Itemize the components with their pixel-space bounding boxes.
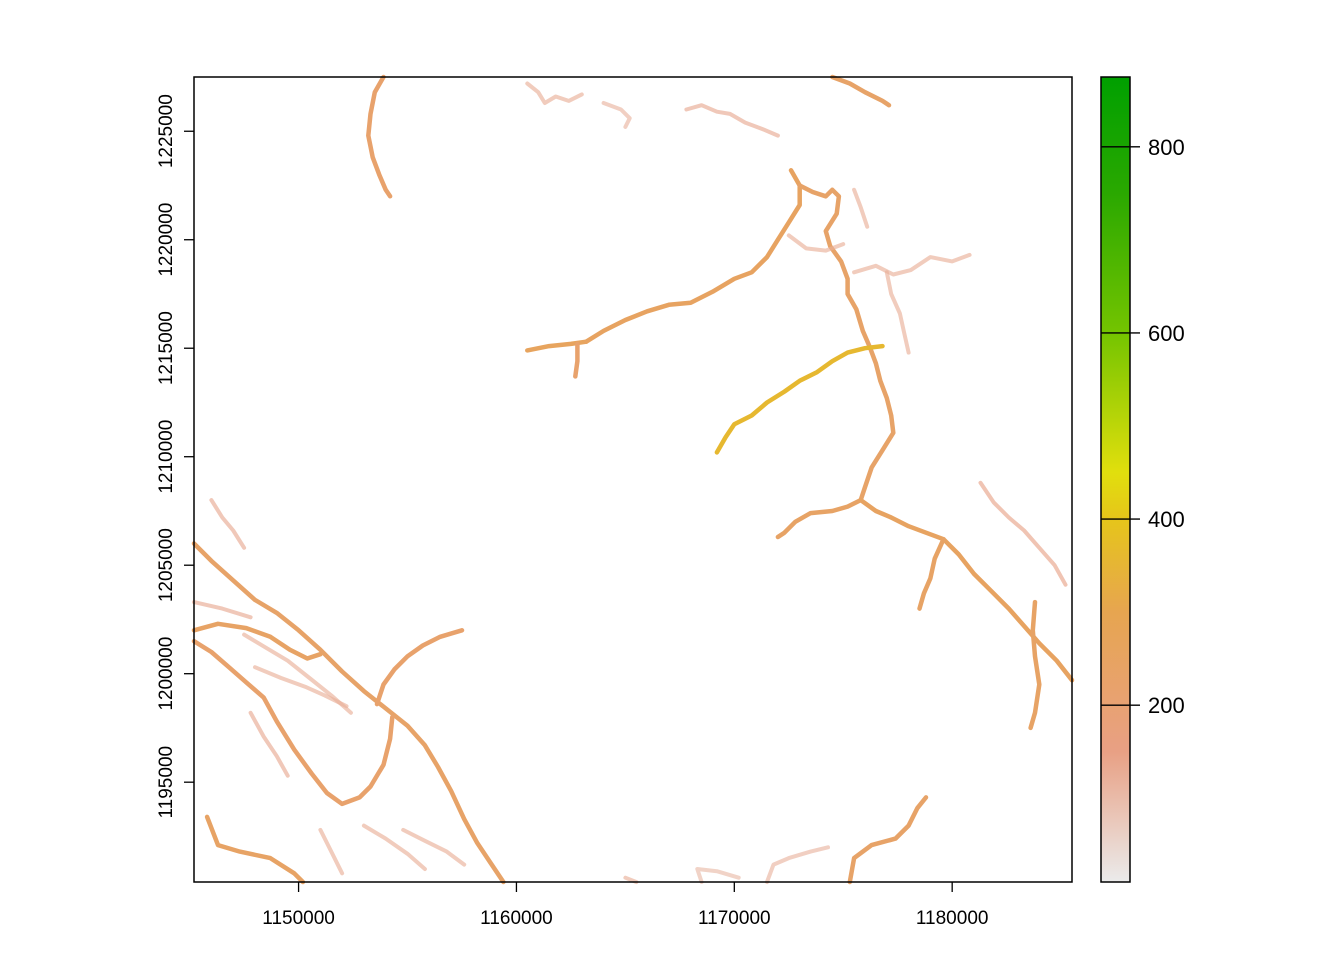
stream-segment-7 (583, 168, 802, 344)
stream-segment-5 (684, 103, 780, 138)
legend-tick-label: 200 (1148, 693, 1185, 718)
stream-segment-3 (525, 81, 584, 105)
stream-segment-18 (852, 187, 870, 229)
stream-segment-29 (401, 827, 467, 867)
stream-segment-30 (361, 823, 427, 871)
stream-segment-22 (191, 638, 395, 807)
stream-segment-10 (714, 343, 885, 455)
stream-segment-23 (374, 628, 465, 707)
y-tick-label: 1225000 (156, 94, 177, 168)
plot-frame (193, 76, 1073, 883)
stream-segment-1 (366, 74, 393, 199)
stream-segment-17 (884, 270, 911, 355)
x-tick-label: 1180000 (916, 908, 989, 929)
y-tick-label: 1210000 (156, 420, 177, 494)
legend-color-bar (1100, 76, 1131, 883)
stream-segment-16 (852, 252, 972, 277)
stream-segment-8 (573, 341, 580, 379)
y-tick-label: 1215000 (156, 311, 177, 385)
legend-tick-label: 600 (1148, 321, 1185, 346)
y-axis: 1195000 1200000 1205000 1210000 1215000 12200… (156, 94, 194, 818)
y-tick-label: 1200000 (156, 637, 177, 711)
stream-segment-14 (1028, 599, 1042, 731)
legend-ticks: 200 400 600 800 (1101, 135, 1185, 718)
stream-segment-19 (978, 480, 1068, 587)
stream-segment-4 (601, 101, 632, 129)
stream-segment-35 (847, 795, 929, 885)
legend-tick-label: 400 (1148, 507, 1185, 532)
stream-segment-33 (695, 867, 741, 884)
stream-segment-9 (797, 183, 896, 503)
legend-tick-label: 800 (1148, 135, 1185, 160)
stream-segment-15 (786, 233, 846, 253)
stream-segment-2 (830, 74, 892, 108)
stream-segment-32 (248, 710, 290, 778)
stream-segment-21 (191, 621, 323, 661)
stream-segment-27 (253, 665, 349, 709)
stream-segment-28 (209, 498, 247, 550)
stream-segment-11 (775, 497, 863, 540)
x-tick-label: 1150000 (262, 908, 335, 929)
y-tick-label: 1195000 (156, 746, 177, 819)
stream-segment-31 (318, 827, 345, 876)
stream-segment-20 (191, 541, 506, 885)
y-tick-label: 1205000 (156, 528, 177, 602)
x-tick-label: 1160000 (480, 908, 553, 929)
stream-segment-25 (192, 600, 253, 620)
stream-segment-13 (917, 536, 946, 611)
x-axis: 1150000 1160000 1170000 1180000 (262, 882, 988, 929)
color-legend: 200 400 600 800 (1100, 76, 1185, 883)
stream-segment-34 (765, 845, 830, 884)
y-tick-label: 1220000 (156, 203, 177, 277)
x-tick-label: 1170000 (698, 908, 771, 929)
stream-segment-12 (858, 497, 1075, 683)
stream-segment-24 (204, 814, 306, 885)
stream-network (191, 74, 1075, 885)
